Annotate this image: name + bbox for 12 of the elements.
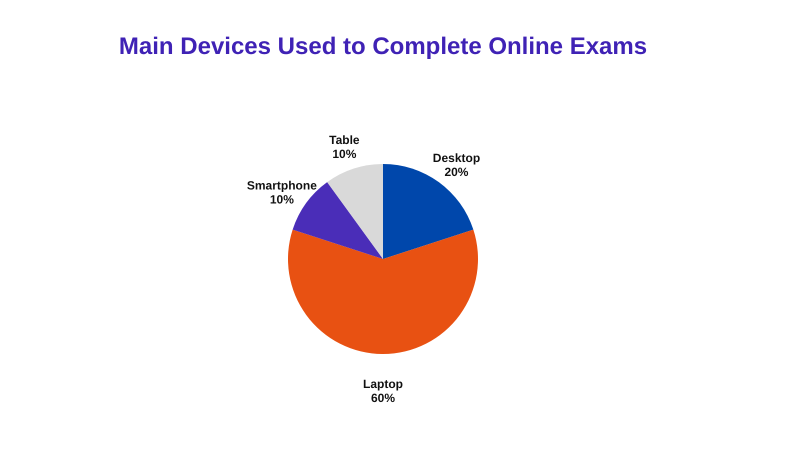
slice-label: Smartphone xyxy=(246,178,318,193)
pie-slice xyxy=(327,164,383,259)
pie-slice xyxy=(288,230,478,354)
slice-label: Table xyxy=(329,133,360,148)
pie-slice xyxy=(383,164,474,259)
data-label: 10% xyxy=(332,147,357,162)
chart-title: Main Devices Used to Complete Online Exams xyxy=(118,33,648,60)
data-label: 10% xyxy=(270,192,294,207)
slice-label: Laptop xyxy=(363,377,403,391)
data-label: 20% xyxy=(444,164,469,179)
data-label: 60% xyxy=(370,391,396,405)
slice-label: Desktop xyxy=(432,150,480,165)
